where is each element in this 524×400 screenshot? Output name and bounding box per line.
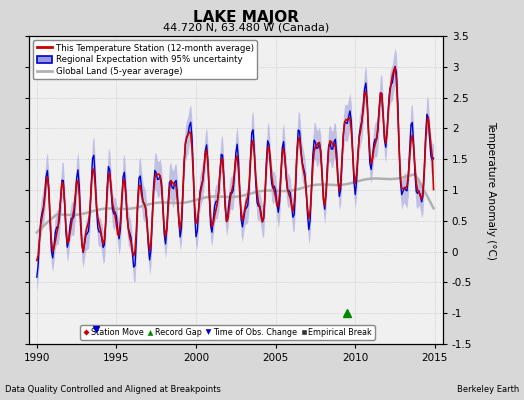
Text: LAKE MAJOR: LAKE MAJOR xyxy=(193,10,299,25)
Text: 44.720 N, 63.480 W (Canada): 44.720 N, 63.480 W (Canada) xyxy=(163,22,330,32)
Text: Data Quality Controlled and Aligned at Breakpoints: Data Quality Controlled and Aligned at B… xyxy=(5,385,221,394)
Legend: Station Move, Record Gap, Time of Obs. Change, Empirical Break: Station Move, Record Gap, Time of Obs. C… xyxy=(80,325,375,340)
Y-axis label: Temperature Anomaly (°C): Temperature Anomaly (°C) xyxy=(486,120,496,260)
Text: Berkeley Earth: Berkeley Earth xyxy=(456,385,519,394)
